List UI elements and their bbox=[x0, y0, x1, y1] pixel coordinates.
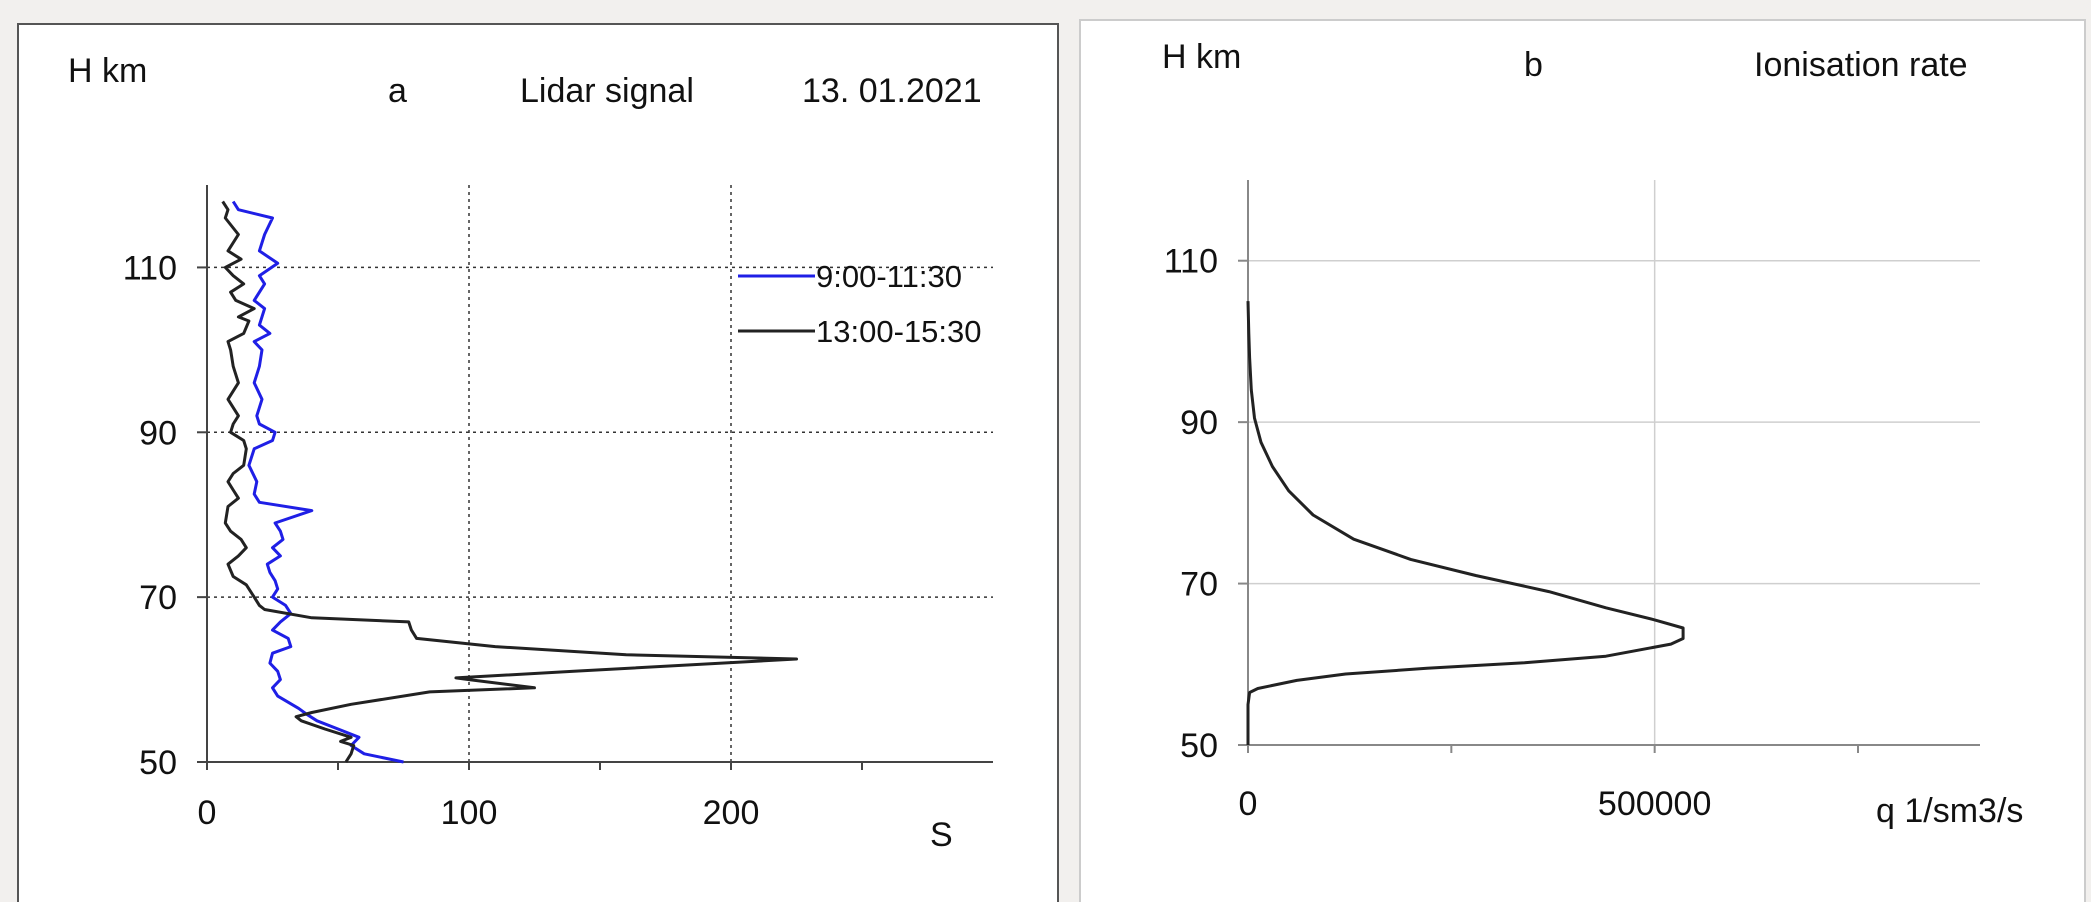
panel-a-y-tick-label: 70 bbox=[139, 579, 177, 617]
panel-a-series-line-2 bbox=[221, 200, 798, 763]
panel-b-frame bbox=[1079, 19, 2086, 902]
panel-a-frame bbox=[17, 23, 1059, 902]
panel-a-series bbox=[221, 200, 798, 764]
panel-b-y-tick-label: 70 bbox=[1180, 566, 1218, 604]
panel-b-letter: b bbox=[1524, 46, 1543, 84]
panel-a-x-tick-label: 200 bbox=[703, 794, 760, 832]
panel-b-ylabel: H km bbox=[1162, 38, 1241, 76]
panel-b: H km b Ionisation rate q 1/sm3/s 50 70 90 1… bbox=[1079, 19, 2086, 902]
panel-b-x-tick-label: 0 bbox=[1239, 785, 1258, 823]
panel-b-y-tick-label: 110 bbox=[1164, 243, 1218, 281]
panel-a-x-tick-label: 100 bbox=[441, 794, 498, 832]
panel-b-y-tick-label: 90 bbox=[1180, 404, 1218, 442]
panel-a-title: Lidar signal bbox=[520, 72, 694, 110]
panel-a-grid bbox=[207, 185, 993, 762]
panel-b-title: Ionisation rate bbox=[1754, 46, 1968, 84]
panel-a-date: 13. 01.2021 bbox=[802, 72, 982, 110]
panel-a-legend: 9:00-11:30 13:00-15:30 bbox=[738, 259, 981, 349]
panel-a-y-tick-label: 50 bbox=[139, 744, 177, 782]
legend-label-1: 9:00-11:30 bbox=[816, 259, 962, 294]
panel-a: H km a Lidar signal 13. 01.2021 S 50 70 90… bbox=[17, 23, 1059, 902]
panel-a-y-tick-label: 90 bbox=[139, 414, 177, 452]
panel-b-series bbox=[1246, 301, 1685, 745]
panel-a-xlabel: S bbox=[930, 816, 953, 854]
panel-b-axes: 50 70 90 110 0 500000 bbox=[1164, 180, 1980, 823]
panel-b-series-line-1 bbox=[1246, 301, 1685, 745]
panel-a-series-line-1 bbox=[231, 200, 404, 764]
panel-a-axes: 50 70 90 110 0 100 200 bbox=[123, 185, 993, 832]
panel-a-letter: a bbox=[388, 72, 407, 110]
panel-a-x-tick-label: 0 bbox=[198, 794, 217, 832]
panel-a-y-tick-label: 110 bbox=[123, 249, 177, 287]
panel-b-x-tick-label: 500000 bbox=[1598, 785, 1711, 823]
panel-b-grid bbox=[1248, 180, 1980, 745]
panel-a-ylabel: H km bbox=[68, 52, 147, 90]
panel-b-y-tick-label: 50 bbox=[1180, 727, 1218, 765]
panel-b-xlabel: q 1/sm3/s bbox=[1876, 792, 2023, 830]
legend-label-2: 13:00-15:30 bbox=[816, 314, 981, 349]
